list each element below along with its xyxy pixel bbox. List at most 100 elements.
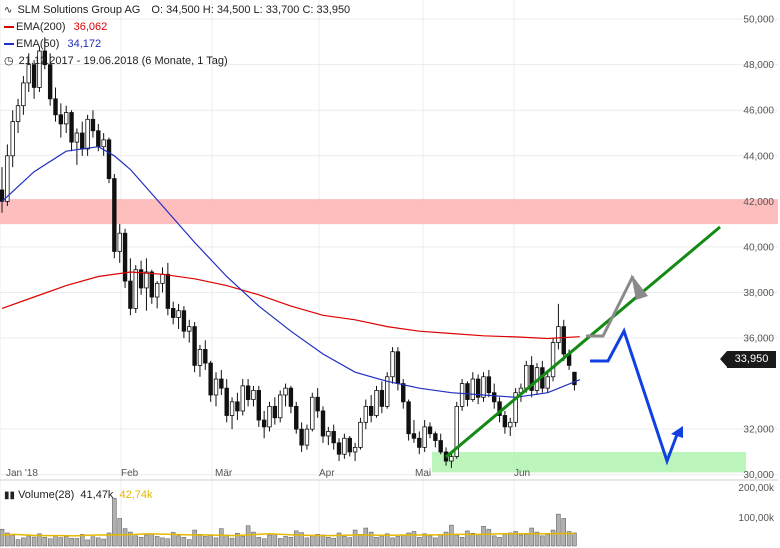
candle-body bbox=[64, 112, 69, 125]
candle-body bbox=[203, 349, 208, 364]
candle-body bbox=[219, 378, 224, 389]
candle-body bbox=[331, 431, 336, 444]
ema200-legend: EMA(200) 36,062 bbox=[4, 21, 109, 33]
volume-bar bbox=[251, 531, 256, 547]
y-tick-label: 50,000 bbox=[743, 15, 774, 26]
volume-bar bbox=[379, 535, 385, 547]
candle bbox=[26, 53, 31, 93]
volume-bar bbox=[122, 528, 128, 547]
volume-bar bbox=[550, 529, 556, 547]
candle-body bbox=[261, 419, 267, 428]
candle bbox=[401, 379, 406, 409]
candle-body bbox=[486, 376, 492, 394]
volume-bar bbox=[390, 537, 395, 547]
ema50-line bbox=[1, 146, 581, 398]
candle bbox=[251, 385, 256, 407]
volume-bar bbox=[213, 537, 219, 547]
volume-bar bbox=[336, 532, 342, 547]
volume-bar bbox=[401, 534, 406, 547]
candle-body bbox=[192, 326, 197, 366]
ema50-swatch bbox=[4, 43, 14, 46]
volume-bar bbox=[411, 531, 417, 547]
volume-bar bbox=[534, 531, 540, 547]
volume-bar bbox=[31, 536, 37, 547]
candle-body bbox=[229, 401, 235, 416]
volume-bar bbox=[454, 534, 459, 547]
volume-bar bbox=[69, 537, 74, 547]
x-tick-label: Jun bbox=[514, 468, 530, 479]
candle-body bbox=[513, 392, 518, 423]
volume-bar bbox=[406, 532, 411, 547]
clock-icon: ◷ bbox=[4, 55, 14, 67]
volume-bar bbox=[566, 531, 572, 547]
candle bbox=[513, 388, 518, 427]
candle-body bbox=[433, 433, 438, 441]
volume-label: Volume(28) bbox=[18, 489, 75, 501]
candle-body bbox=[368, 405, 374, 416]
candle-body bbox=[352, 446, 358, 453]
y-tick-label: 30,000 bbox=[743, 470, 774, 481]
volume-bar bbox=[368, 531, 374, 547]
volume-bar bbox=[96, 537, 101, 547]
volume-bar bbox=[229, 537, 235, 547]
candle bbox=[475, 374, 481, 405]
chart-title-row: ∿ SLM Solutions Group AG O: 34,500 H: 34… bbox=[4, 4, 352, 16]
volume-bar bbox=[475, 534, 481, 547]
candle bbox=[21, 76, 26, 115]
volume-average-line bbox=[1, 532, 575, 537]
volume-bar bbox=[197, 534, 203, 547]
volume-bar bbox=[235, 532, 240, 547]
volume-bar bbox=[347, 537, 352, 547]
volume-bar bbox=[267, 534, 272, 547]
candle bbox=[326, 426, 331, 446]
candle bbox=[37, 46, 42, 93]
candle bbox=[176, 303, 181, 329]
candle-body bbox=[21, 82, 26, 107]
volume-bar bbox=[497, 537, 502, 547]
volume-bar bbox=[459, 537, 465, 547]
candle-body bbox=[342, 437, 347, 455]
candle bbox=[31, 60, 37, 99]
candle-body bbox=[181, 310, 187, 332]
x-tick-label: Mär bbox=[215, 468, 233, 479]
ema50-legend: EMA(50) 34,172 bbox=[4, 38, 103, 50]
candle bbox=[138, 260, 144, 295]
volume-bar bbox=[277, 538, 283, 547]
candle bbox=[245, 379, 251, 407]
volume-bar bbox=[443, 531, 449, 547]
volume-bar bbox=[465, 530, 470, 547]
candle bbox=[256, 385, 261, 427]
volume-bar bbox=[433, 537, 438, 547]
candle bbox=[384, 372, 390, 409]
volume-bar bbox=[133, 535, 138, 547]
candle-body bbox=[550, 342, 556, 378]
candle bbox=[336, 438, 342, 462]
volume-avg-value: 42,74k bbox=[119, 489, 153, 501]
volume-bar bbox=[342, 536, 347, 547]
volume-bar bbox=[491, 535, 497, 547]
candle-body bbox=[390, 351, 395, 378]
candle-body bbox=[101, 139, 106, 148]
candle bbox=[363, 399, 368, 430]
candle bbox=[470, 372, 475, 402]
volume-bar bbox=[160, 537, 165, 547]
volume-axis-ticks: 200,00k 100,00k bbox=[738, 483, 775, 524]
candle-body bbox=[491, 392, 497, 403]
candle-body bbox=[438, 440, 443, 453]
candle-body bbox=[176, 310, 181, 318]
volume-bar bbox=[524, 534, 529, 547]
candle-body bbox=[149, 271, 154, 298]
candle-body bbox=[106, 139, 112, 179]
volume-bar bbox=[181, 537, 187, 547]
volume-bar bbox=[529, 527, 534, 547]
candle bbox=[449, 451, 454, 468]
volume-bar bbox=[53, 535, 58, 547]
blue-scenario-arrow bbox=[590, 327, 680, 466]
candle-body bbox=[10, 121, 15, 157]
x-tick-label: Apr bbox=[319, 468, 335, 479]
candle-body bbox=[160, 273, 165, 284]
candle-body bbox=[245, 385, 251, 400]
candle bbox=[160, 267, 165, 293]
candle-body bbox=[31, 64, 37, 88]
candle-body bbox=[53, 98, 58, 116]
